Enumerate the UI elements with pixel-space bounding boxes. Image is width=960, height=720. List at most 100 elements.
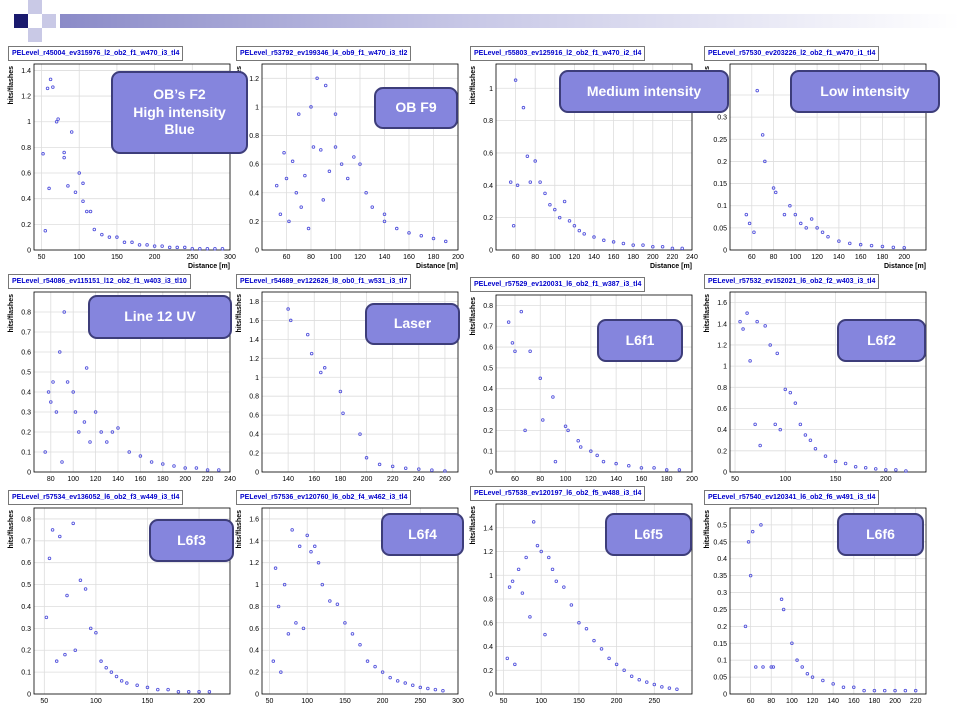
data-point xyxy=(161,462,165,466)
data-point xyxy=(352,155,356,159)
y-tick-label: 0.6 xyxy=(249,162,259,169)
x-tick-label: 220 xyxy=(387,476,399,483)
chart-panel: 60 80 100 120 140 160 180 200 0 0.1 0.2 0.3 0.4 0.5 0.… xyxy=(466,277,698,494)
plot-frame xyxy=(33,63,231,251)
y-tick-label: 1.2 xyxy=(249,356,259,363)
data-point xyxy=(754,665,758,669)
scatter-plot: 50 100 150 200 250 0 0.2 0.4 0.6 0.8 1 1.2 1.4 hits/f… xyxy=(470,503,693,705)
data-point xyxy=(58,534,62,539)
data-point xyxy=(45,86,50,91)
data-point xyxy=(858,242,863,247)
data-point xyxy=(880,244,885,249)
data-point xyxy=(543,632,547,637)
data-point xyxy=(377,462,382,467)
data-point xyxy=(747,221,752,226)
x-tick-label: 100 xyxy=(549,254,561,261)
data-point xyxy=(506,320,511,324)
x-tick-label: 220 xyxy=(910,698,922,705)
y-tick-label: 0.6 xyxy=(249,626,259,633)
x-tick-label: 140 xyxy=(610,476,622,483)
x-tick-label: 80 xyxy=(770,254,778,261)
y-tick-label: 0.3 xyxy=(717,115,727,122)
chart-title: PELevel_r57532_ev152021_l6_ob2_f2_w403_i… xyxy=(704,274,880,289)
x-tick-label: 200 xyxy=(889,698,901,705)
y-tick-label: 0.1 xyxy=(483,449,493,456)
data-point xyxy=(309,105,313,109)
data-point xyxy=(319,370,323,375)
y-tick-label: 0.1 xyxy=(717,203,727,210)
data-point xyxy=(893,688,897,693)
data-point xyxy=(109,670,114,674)
y-tick-label: 1 xyxy=(255,375,259,382)
data-point xyxy=(577,228,582,233)
data-point xyxy=(65,593,69,598)
data-point xyxy=(833,459,838,464)
chart-title: PELevel_r57530_ev203226_l2_ob2_f1_w470_i… xyxy=(704,46,880,61)
data-point xyxy=(809,217,814,221)
y-tick-label: 0.5 xyxy=(483,365,493,372)
data-point xyxy=(607,656,611,661)
data-point xyxy=(670,246,675,251)
data-point xyxy=(611,240,616,244)
data-point xyxy=(755,88,759,93)
data-point xyxy=(135,683,139,687)
data-point xyxy=(220,246,225,251)
data-point xyxy=(853,464,858,469)
y-tick-label: 1 xyxy=(255,104,259,111)
data-point xyxy=(513,78,518,82)
y-tick-label: 0.2 xyxy=(21,648,31,655)
data-point xyxy=(516,567,521,572)
plot-frame xyxy=(729,63,927,251)
data-point xyxy=(306,226,311,231)
data-point xyxy=(66,184,70,188)
data-point xyxy=(752,230,756,235)
x-tick-label: 180 xyxy=(661,476,673,483)
x-tick-label: 120 xyxy=(585,476,597,483)
data-point xyxy=(299,205,303,209)
data-point xyxy=(364,456,369,460)
x-tick-label: 60 xyxy=(283,254,291,261)
data-point xyxy=(166,687,170,692)
callout-label: L6f3 xyxy=(149,519,234,562)
data-point xyxy=(47,186,51,191)
plot-frame xyxy=(261,291,459,473)
y-tick-label: 1 xyxy=(27,119,31,126)
data-point xyxy=(286,307,290,311)
data-point xyxy=(110,430,115,434)
chart-title: PELevel_r53792_ev199346_l4_ob9_f1_w470_i… xyxy=(236,46,412,61)
x-tick-label: 120 xyxy=(807,698,819,705)
y-tick-label: 0.2 xyxy=(717,159,727,166)
data-point xyxy=(891,245,896,250)
data-point xyxy=(99,430,103,434)
data-point xyxy=(290,159,295,164)
data-point xyxy=(81,199,85,204)
y-tick-label: 0.4 xyxy=(717,556,727,563)
y-tick-label: 0.4 xyxy=(21,196,31,203)
data-point xyxy=(601,459,606,464)
data-point xyxy=(104,665,108,670)
data-point xyxy=(60,460,64,464)
y-axis-label: hits/flashes xyxy=(236,510,243,549)
x-tick-label: 140 xyxy=(827,698,839,705)
data-point xyxy=(810,675,815,679)
data-point xyxy=(71,390,75,394)
data-point xyxy=(775,351,779,356)
y-axis-label: hits/flashes xyxy=(8,510,15,549)
callout-label: L6f4 xyxy=(381,513,464,556)
title-decoration-bar xyxy=(60,14,960,28)
data-point xyxy=(294,621,298,625)
data-point xyxy=(443,239,448,244)
callout-label: L6f5 xyxy=(605,513,692,556)
data-point xyxy=(85,209,89,214)
data-point xyxy=(823,454,828,458)
data-point xyxy=(783,387,788,392)
data-point xyxy=(821,678,825,683)
data-point xyxy=(274,183,279,188)
data-point xyxy=(323,83,328,88)
data-point xyxy=(350,632,355,636)
y-tick-label: 0.1 xyxy=(21,450,31,457)
data-point xyxy=(826,234,830,239)
data-point xyxy=(418,685,423,690)
y-tick-label: 0.6 xyxy=(21,171,31,178)
y-tick-label: 0.3 xyxy=(21,626,31,633)
